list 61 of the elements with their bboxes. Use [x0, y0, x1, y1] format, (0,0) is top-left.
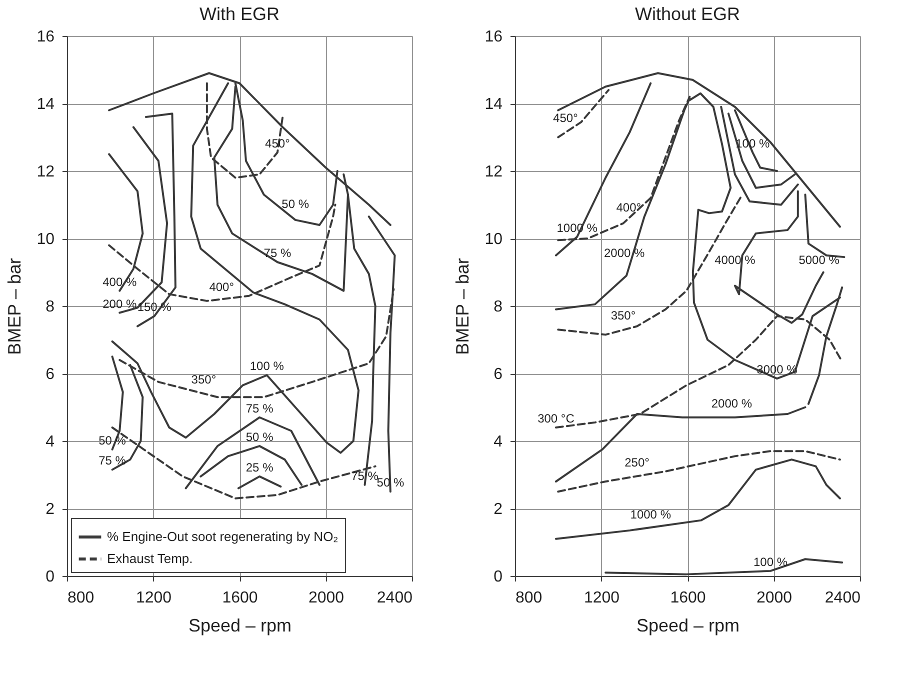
y-tick-label: 0	[46, 568, 55, 586]
x-tick-label: 2000	[308, 590, 344, 606]
y-axis-title: BMEP – bar	[4, 258, 25, 355]
y-tick-label: 8	[494, 298, 503, 316]
annotation: 100 %	[754, 554, 788, 569]
annotation: 350°	[610, 308, 636, 323]
annotation: 25 %	[246, 460, 274, 474]
annotation: 400°	[209, 280, 234, 294]
y-tick-label: 2	[46, 501, 55, 518]
y-tick-label: 4	[494, 434, 503, 450]
annotation: 300 °C	[538, 412, 575, 426]
y-tick-label: 4	[46, 434, 55, 450]
annotation: 2000 %	[604, 246, 645, 260]
y-tick-label: 2	[494, 501, 503, 518]
x-axis-title: Speed – rpm	[636, 616, 740, 636]
annotation: 5000 %	[798, 252, 840, 267]
x-tick-label: 800	[516, 590, 542, 606]
annotation: 400°	[616, 200, 642, 215]
x-tick-label: 2000	[756, 590, 792, 606]
legend-label: % Engine-Out soot regenerating by NO₂	[107, 529, 338, 544]
x-tick-label: 800	[68, 590, 94, 606]
y-tick-label: 12	[484, 164, 503, 180]
y-tick-label: 16	[36, 28, 55, 46]
x-tick-label: 1200	[584, 590, 620, 606]
y-tick-label: 10	[484, 231, 503, 248]
annotation: 75 %	[246, 401, 274, 416]
annotation: 400 %	[102, 274, 137, 289]
annotation: 75 %	[264, 246, 292, 260]
annotation: 75 %	[351, 468, 379, 483]
annotation: 250°	[624, 455, 650, 470]
y-tick-label: 14	[484, 96, 503, 113]
x-axis-title: Speed – rpm	[188, 616, 292, 636]
y-tick-label: 14	[36, 96, 55, 113]
y-axis-title: BMEP – bar	[452, 258, 473, 355]
annotation: 150 %	[137, 300, 172, 314]
x-tick-label: 2400	[376, 590, 413, 606]
y-tick-label: 6	[46, 366, 55, 383]
annotation: 4000 %	[714, 252, 756, 267]
y-tick-label: 12	[36, 164, 55, 180]
annotation: 450°	[553, 111, 578, 126]
annotation: 350°	[191, 372, 216, 387]
annotation: 100 %	[250, 359, 284, 374]
x-tick-label: 1600	[670, 590, 706, 606]
annotation: 50 %	[98, 433, 126, 448]
annotation: 200 %	[102, 296, 137, 311]
y-tick-label: 16	[484, 28, 503, 46]
y-tick-label: 0	[494, 568, 503, 586]
x-tick-label: 1600	[222, 590, 258, 606]
chart-title: With EGR	[199, 4, 280, 24]
annotation: 1000 %	[630, 508, 672, 522]
y-tick-label: 6	[494, 366, 503, 383]
x-tick-label: 2400	[824, 590, 861, 606]
y-tick-label: 8	[46, 298, 55, 316]
chart-title: Without EGR	[634, 4, 740, 24]
annotation: 50 %	[246, 430, 274, 444]
annotation: 2000 %	[711, 396, 752, 410]
legend-label: Exhaust Temp.	[107, 551, 193, 566]
y-tick-label: 10	[36, 231, 55, 248]
x-tick-label: 1200	[136, 590, 172, 606]
annotation: 75 %	[98, 454, 126, 468]
annotation: 50 %	[282, 197, 310, 212]
